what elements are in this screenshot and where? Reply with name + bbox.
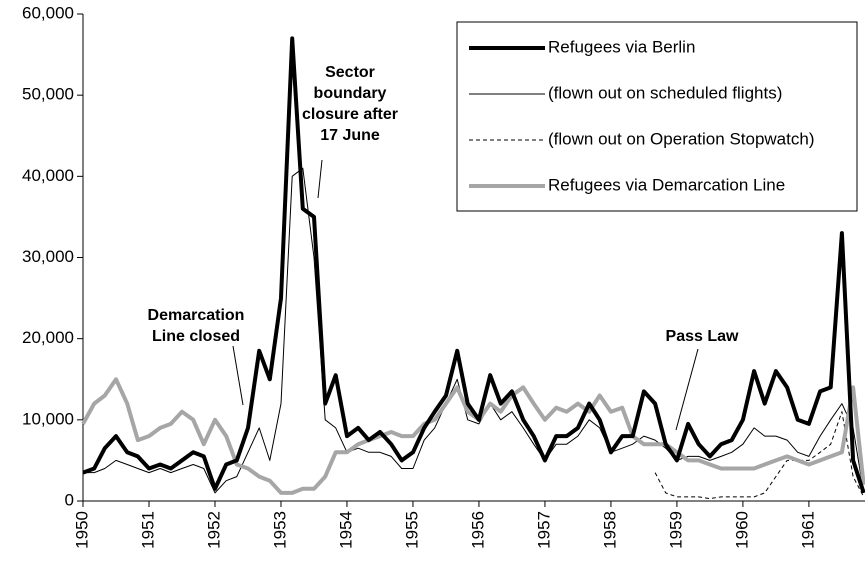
annotation: Line closed: [152, 328, 240, 345]
x-tick-label: 1953: [270, 511, 289, 549]
x-tick-label: 1955: [402, 511, 421, 549]
annotation-leader: [232, 345, 244, 406]
x-tick-label: 1958: [600, 511, 619, 549]
annotation: Pass Law: [666, 328, 739, 345]
x-tick-label: 1950: [72, 511, 91, 549]
x-tick-label: 1961: [798, 511, 817, 549]
y-tick-label: 50,000: [22, 85, 74, 104]
annotation-leader: [675, 348, 699, 431]
legend-box: [456, 21, 858, 212]
legend-label: Refugees via Demarcation Line: [548, 175, 785, 194]
series-line: [81, 377, 865, 495]
annotation-leader: [317, 159, 323, 199]
annotation: Sector: [325, 64, 375, 81]
x-tick-label: 1954: [336, 511, 355, 549]
annotation: boundary: [314, 85, 387, 102]
series-line: [82, 36, 865, 494]
x-tick-label: 1952: [204, 511, 223, 549]
y-tick-label: 20,000: [22, 328, 74, 347]
legend-label: Refugees via Berlin: [548, 37, 695, 56]
annotation: 17 June: [320, 127, 380, 144]
annotation: closure after: [302, 106, 398, 123]
legend-label: (flown out on Operation Stopwatch): [548, 129, 814, 148]
y-tick-label: 30,000: [22, 247, 74, 266]
x-tick-label: 1957: [534, 511, 553, 549]
x-tick-label: 1959: [666, 511, 685, 549]
x-tick-label: 1960: [732, 511, 751, 549]
x-tick-label: 1956: [468, 511, 487, 549]
y-tick-label: 10,000: [22, 409, 74, 428]
annotation: Demarcation: [148, 307, 245, 324]
y-tick-label: 60,000: [22, 3, 74, 22]
legend-label: (flown out on scheduled flights): [548, 83, 782, 102]
y-tick-label: 40,000: [22, 166, 74, 185]
x-tick-label: 1951: [138, 511, 157, 549]
y-tick-label: 0: [65, 490, 74, 509]
